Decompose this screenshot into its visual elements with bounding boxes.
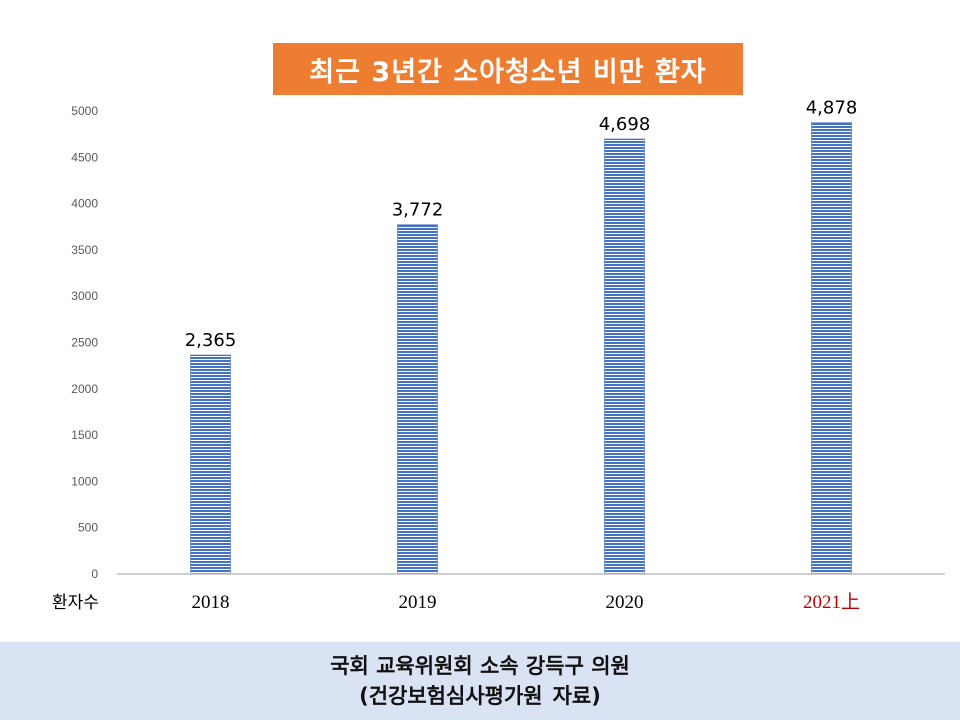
x-tick-label: 2020 bbox=[606, 592, 644, 613]
y-tick-label: 1500 bbox=[71, 428, 98, 442]
bar-chart: 0 500 1000 1500 2000 2500 3000 3500 4000 4500 5000… bbox=[71, 97, 945, 613]
y-tick-label: 3000 bbox=[71, 289, 98, 303]
bar-2020 bbox=[604, 138, 645, 575]
x-tick-label: 2018 bbox=[192, 592, 230, 613]
y-tick-label: 4000 bbox=[71, 197, 98, 211]
source-footer: 국회 교육위원회 소속 강득구 의원 (건강보험심사평가원 자료) bbox=[0, 642, 960, 720]
data-label: 4,698 bbox=[599, 114, 651, 135]
data-labels-group: 2,365 3,772 4,698 4,878 bbox=[185, 97, 858, 351]
bar-2018 bbox=[190, 354, 231, 575]
y-axis-title: 환자수 bbox=[52, 593, 99, 613]
y-tick-label: 2500 bbox=[71, 336, 98, 350]
y-tick-label: 0 bbox=[91, 567, 98, 581]
footer-source-name: (건강보험심사평가원 bbox=[359, 684, 543, 708]
bars-group bbox=[190, 121, 852, 575]
footer-line-2: (건강보험심사평가원 자료) bbox=[359, 681, 601, 711]
x-tick-label: 2021上 bbox=[803, 591, 860, 613]
y-tick-label: 2000 bbox=[71, 382, 98, 396]
footer-source-suffix: 자료) bbox=[552, 684, 601, 708]
y-axis-ticks: 0 500 1000 1500 2000 2500 3000 3500 4000 4500 5000 bbox=[71, 104, 98, 581]
y-tick-label: 1000 bbox=[71, 474, 98, 488]
footer-line-1: 국회 교육위원회 소속 강득구 의원 bbox=[330, 654, 630, 678]
y-tick-label: 3500 bbox=[71, 243, 98, 257]
bar-2019 bbox=[397, 224, 438, 575]
data-label: 3,772 bbox=[392, 200, 444, 221]
x-tick-label: 2019 bbox=[399, 592, 437, 613]
y-tick-label: 5000 bbox=[71, 104, 98, 118]
data-label: 2,365 bbox=[185, 330, 237, 351]
x-axis-ticks: 2018 2019 2020 2021上 bbox=[192, 591, 861, 613]
chart-title: 최근 3년간 소아청소년 비만 환자 bbox=[273, 43, 743, 95]
bar-2021上 bbox=[811, 121, 852, 575]
y-tick-label: 4500 bbox=[71, 150, 98, 164]
data-label: 4,878 bbox=[806, 97, 858, 118]
y-tick-label: 500 bbox=[78, 521, 98, 535]
